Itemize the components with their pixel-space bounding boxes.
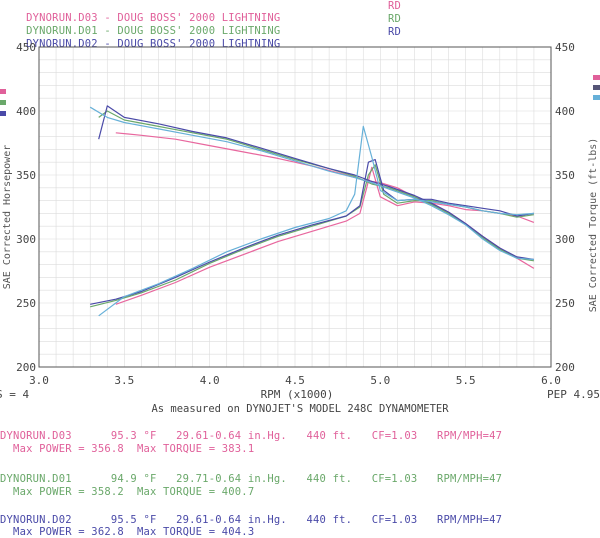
- series-line-dynorun-d01-torque: [98, 110, 534, 262]
- x-tick-label: 5.5: [456, 374, 476, 387]
- x-tick-label: 4.0: [200, 374, 220, 387]
- y-tick-label-right: 250: [555, 297, 575, 310]
- y-tick-label-left: 400: [16, 105, 36, 118]
- series-line-dynorun-d02-torque: [98, 105, 534, 261]
- x-tick-label: 3.0: [29, 374, 49, 387]
- y-tick-label-right: 300: [555, 233, 575, 246]
- x-axis-label: RPM (x1000): [261, 388, 334, 401]
- x-tick-label: 6.0: [541, 374, 561, 387]
- header-run-2-tag: RD: [388, 13, 402, 25]
- dyno-caption: As measured on DYNOJET'S MODEL 248C DYNA…: [151, 403, 449, 415]
- right-edge-label: PEP 4.95: [547, 388, 600, 401]
- header-run-2-name: DYNORUN.D01 - DOUG BOSS' 2000 LIGHTNING: [26, 25, 281, 37]
- series-line-dynorun-d03-power: [115, 166, 535, 305]
- header-run-1-name: DYNORUN.D03 - DOUG BOSS' 2000 LIGHTNING: [26, 12, 281, 24]
- x-tick-label: 3.5: [114, 374, 134, 387]
- stats-run-3-line1: DYNORUN.D02 95.5 °F 29.61-0.64 in.Hg. 44…: [0, 514, 503, 526]
- legend-swatch-left-2: [0, 100, 6, 105]
- stats-run-2-line2: Max POWER = 358.2 Max TORQUE = 400.7: [0, 486, 255, 498]
- legend-swatch-left-1: [0, 89, 6, 94]
- series-line-dynorun-d02-torque-alt: [89, 106, 534, 261]
- y-axis-label-left: SAE Corrected Horsepower: [2, 145, 13, 290]
- header-run-1: DYNORUN.D03 - DOUG BOSS' 2000 LIGHTNING: [0, 0, 280, 36]
- y-tick-label-left: 450: [16, 41, 36, 54]
- series-line-dynorun-d02-power-alt: [98, 125, 534, 317]
- stats-run-1-line1: DYNORUN.D03 95.3 °F 29.61-0.64 in.Hg. 44…: [0, 430, 503, 442]
- y-axis-label-right: SAE Corrected Torque (ft-lbs): [588, 138, 599, 313]
- y-tick-label-right: 400: [555, 105, 575, 118]
- series-layer: [89, 105, 535, 317]
- stats-run-3-line2: Max POWER = 362.8 Max TORQUE = 404.3: [0, 526, 255, 538]
- y-tick-label-right: 450: [555, 41, 575, 54]
- stats-run-2-line1: DYNORUN.D01 94.9 °F 29.71-0.64 in.Hg. 44…: [0, 473, 503, 485]
- y-tick-label-left: 300: [16, 233, 36, 246]
- y-tick-label-right: 350: [555, 169, 575, 182]
- header-run-2: DYNORUN.D01 - DOUG BOSS' 2000 LIGHTNING: [0, 13, 280, 49]
- plot-frame: [38, 46, 552, 368]
- legend-swatch-left-3: [0, 111, 6, 116]
- header-run-1-tag: RD: [388, 0, 402, 12]
- series-line-dynorun-d02-power: [90, 159, 534, 305]
- header-run-3-tag: RD: [388, 26, 402, 38]
- y-tick-label-left: 350: [16, 169, 36, 182]
- legend-swatch-right-3: [593, 95, 600, 100]
- y-tick-label-right: 200: [555, 361, 575, 374]
- left-edge-label: S = 4: [0, 388, 29, 401]
- legend-swatch-right-1: [593, 75, 600, 80]
- y-tick-label-left: 250: [16, 297, 36, 310]
- x-tick-label: 4.5: [285, 374, 305, 387]
- stats-run-1-line2: Max POWER = 356.8 Max TORQUE = 383.1: [0, 443, 255, 455]
- y-tick-label-left: 200: [16, 361, 36, 374]
- x-tick-label: 5.0: [370, 374, 390, 387]
- legend-swatch-right-2: [593, 85, 600, 90]
